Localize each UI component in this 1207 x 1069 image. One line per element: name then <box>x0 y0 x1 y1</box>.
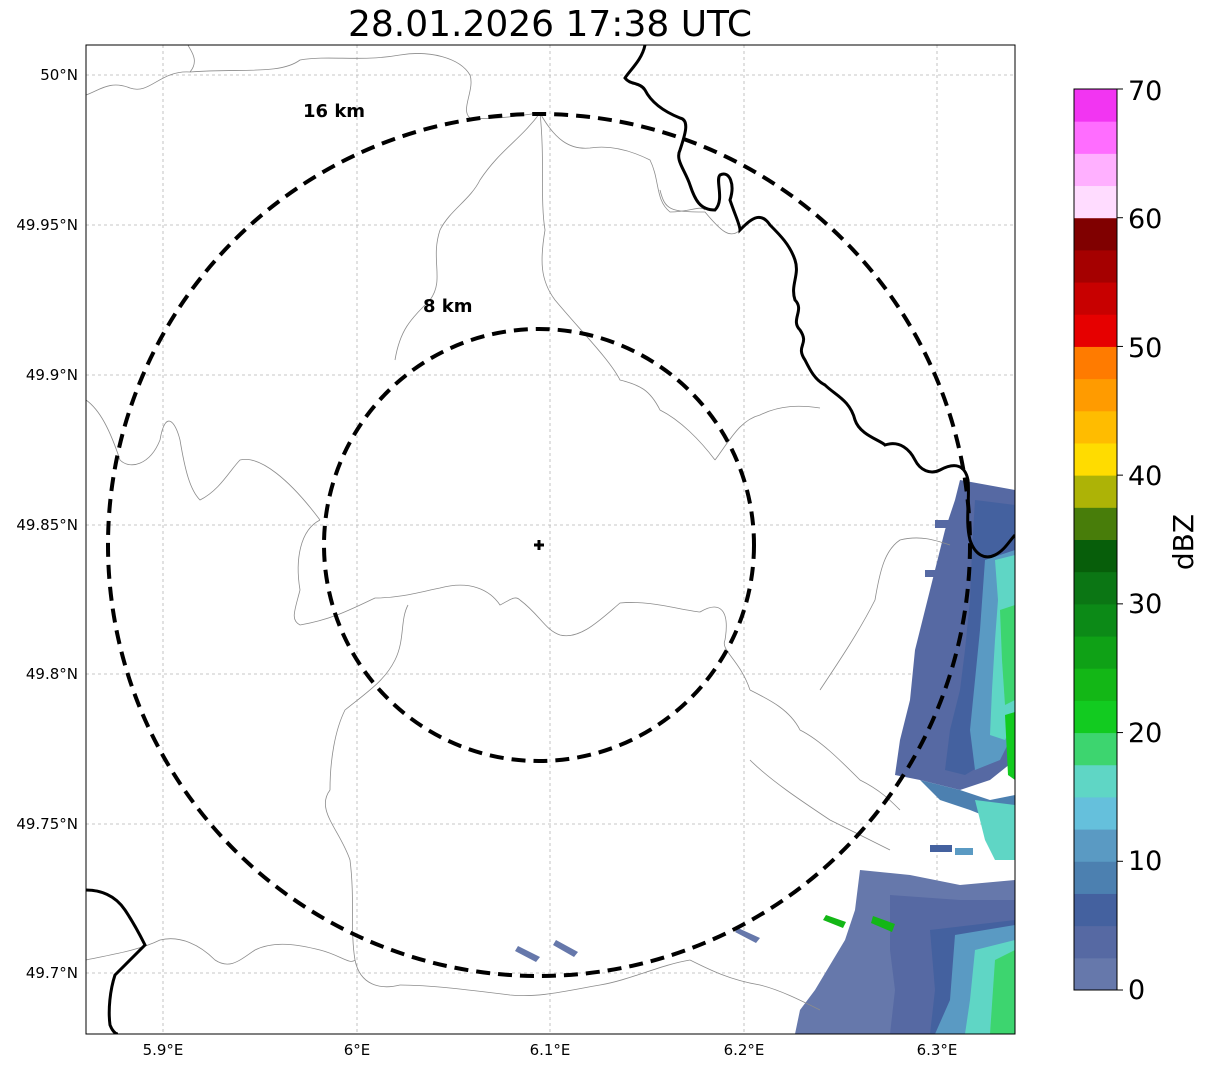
lon-tick: 6.1°E <box>530 1041 571 1059</box>
country-borders <box>86 45 1015 1034</box>
range-ring-16km <box>106 112 972 978</box>
lat-tick: 49.9°N <box>26 366 78 384</box>
colorbar-segment <box>1074 764 1117 798</box>
colorbar-segment <box>1074 668 1117 701</box>
lat-tick: 49.8°N <box>26 665 78 683</box>
latitude-ticks: 50°N 49.95°N 49.9°N 49.85°N 49.8°N 49.75… <box>16 66 78 982</box>
colorbar-tick: 70 <box>1128 76 1162 107</box>
lat-tick: 49.75°N <box>16 815 78 833</box>
lon-tick: 6.3°E <box>917 1041 958 1059</box>
colorbar-tick: 0 <box>1128 975 1145 1006</box>
map-frame-background <box>86 45 1015 1034</box>
colorbar-segment <box>1074 475 1117 508</box>
colorbar-tick: 20 <box>1128 718 1162 749</box>
colorbar-segment <box>1074 153 1117 187</box>
lat-tick: 50°N <box>40 66 78 84</box>
colorbar-segment <box>1074 861 1117 894</box>
colorbar-segment <box>1074 442 1117 476</box>
colorbar-segment <box>1074 796 1117 830</box>
colorbar-tick: 40 <box>1128 461 1162 492</box>
colorbar-segment <box>1074 893 1117 927</box>
ring-label-8km: 8 km <box>423 296 473 317</box>
colorbar-segment <box>1074 636 1117 669</box>
ring-label-16km: 16 km <box>303 101 365 122</box>
colorbar-segment <box>1074 249 1117 283</box>
colorbar-segment <box>1074 346 1117 380</box>
lat-tick: 49.7°N <box>26 964 78 982</box>
colorbar-segment <box>1074 539 1117 573</box>
colorbar-segment <box>1074 121 1117 154</box>
colorbar-segment <box>1074 185 1117 219</box>
lon-tick: 6.2°E <box>724 1041 765 1059</box>
lat-tick: 49.85°N <box>16 516 78 534</box>
colorbar-segment <box>1074 571 1117 605</box>
colorbar <box>1073 88 1123 991</box>
colorbar-label: dBZ <box>1167 514 1200 570</box>
colorbar-segment <box>1074 507 1117 540</box>
longitude-ticks: 5.9°E 6°E 6.1°E 6.2°E 6.3°E <box>143 1041 958 1059</box>
colorbar-segment <box>1074 410 1117 444</box>
colorbar-segment <box>1074 89 1117 122</box>
lon-tick: 6°E <box>344 1041 371 1059</box>
colorbar-segment <box>1074 282 1117 315</box>
colorbar-tick: 50 <box>1128 333 1162 364</box>
colorbar-segment <box>1074 925 1117 959</box>
lat-tick: 49.95°N <box>16 216 78 234</box>
colorbar-segment <box>1074 829 1117 862</box>
colorbar-segment <box>1074 314 1117 347</box>
colorbar-segment <box>1074 957 1117 991</box>
map-frame <box>85 44 1016 1035</box>
colorbar-tick: 60 <box>1128 204 1162 235</box>
colorbar-frame <box>1073 88 1118 991</box>
colorbar-tick: 10 <box>1128 846 1162 877</box>
colorbar-segment <box>1074 603 1117 637</box>
colorbar-tick: 30 <box>1128 589 1162 620</box>
gridlines <box>86 45 1015 1034</box>
map-title: 28.01.2026 17:38 UTC <box>347 4 753 45</box>
radar-site-marker <box>534 540 544 550</box>
colorbar-segment <box>1074 378 1117 412</box>
colorbar-segment <box>1074 217 1117 251</box>
colorbar-segment <box>1074 732 1117 766</box>
range-ring-8km <box>322 327 756 763</box>
colorbar-ticks: 0 10 20 30 40 50 60 70 <box>1128 76 1162 1006</box>
colorbar-segment <box>1074 700 1117 734</box>
lon-tick: 5.9°E <box>143 1041 184 1059</box>
